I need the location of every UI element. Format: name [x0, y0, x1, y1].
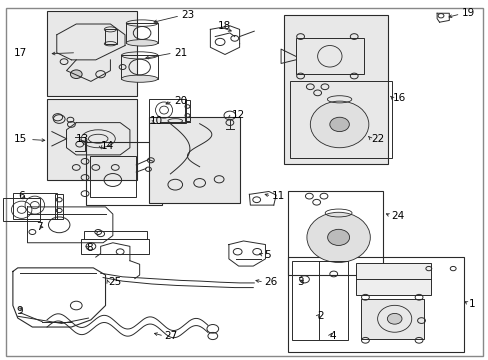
Ellipse shape: [310, 101, 368, 148]
Bar: [47, 99, 137, 180]
Bar: [104, 30, 117, 44]
Text: 12: 12: [232, 111, 245, 121]
Bar: [292, 261, 347, 340]
Text: 21: 21: [173, 48, 187, 58]
Text: 19: 19: [461, 8, 474, 18]
Bar: [295, 39, 363, 74]
Text: 18: 18: [217, 21, 230, 31]
Bar: [360, 299, 423, 338]
Bar: [283, 15, 387, 164]
Bar: [121, 55, 158, 79]
Text: 8: 8: [86, 243, 92, 253]
Text: 27: 27: [163, 331, 177, 341]
Text: 17: 17: [14, 48, 27, 58]
Ellipse shape: [327, 229, 349, 246]
Bar: [55, 194, 62, 219]
Bar: [184, 100, 190, 121]
Bar: [90, 156, 136, 197]
Text: 9: 9: [16, 306, 23, 316]
Text: 4: 4: [329, 331, 336, 341]
Text: 26: 26: [264, 277, 277, 287]
Bar: [289, 81, 391, 158]
Text: 10: 10: [149, 116, 162, 126]
Text: 24: 24: [390, 211, 403, 221]
Text: 14: 14: [101, 141, 114, 151]
Bar: [288, 191, 383, 275]
Text: 16: 16: [392, 93, 406, 103]
Text: 7: 7: [36, 222, 42, 231]
Ellipse shape: [329, 117, 348, 132]
Bar: [288, 257, 463, 352]
Bar: [86, 142, 161, 205]
Ellipse shape: [386, 314, 401, 324]
Bar: [126, 23, 158, 43]
Bar: [13, 193, 57, 220]
Bar: [149, 117, 239, 203]
Text: 1: 1: [468, 299, 474, 309]
Text: 5: 5: [264, 250, 270, 260]
Text: 3: 3: [297, 277, 303, 287]
Bar: [83, 231, 147, 239]
Text: 23: 23: [181, 10, 194, 20]
Bar: [3, 198, 40, 221]
Circle shape: [70, 70, 82, 78]
Text: 11: 11: [271, 191, 284, 201]
Ellipse shape: [306, 212, 369, 262]
Text: 20: 20: [173, 96, 186, 106]
Text: 13: 13: [76, 134, 89, 144]
Bar: [47, 12, 137, 96]
Text: 22: 22: [370, 134, 384, 144]
Text: 25: 25: [108, 277, 121, 287]
Text: 6: 6: [18, 191, 24, 201]
Bar: [149, 99, 185, 123]
Ellipse shape: [121, 75, 158, 82]
Text: 2: 2: [317, 311, 324, 321]
Bar: [81, 239, 149, 253]
Bar: [355, 263, 430, 296]
Text: 15: 15: [14, 134, 27, 144]
Ellipse shape: [126, 40, 158, 46]
